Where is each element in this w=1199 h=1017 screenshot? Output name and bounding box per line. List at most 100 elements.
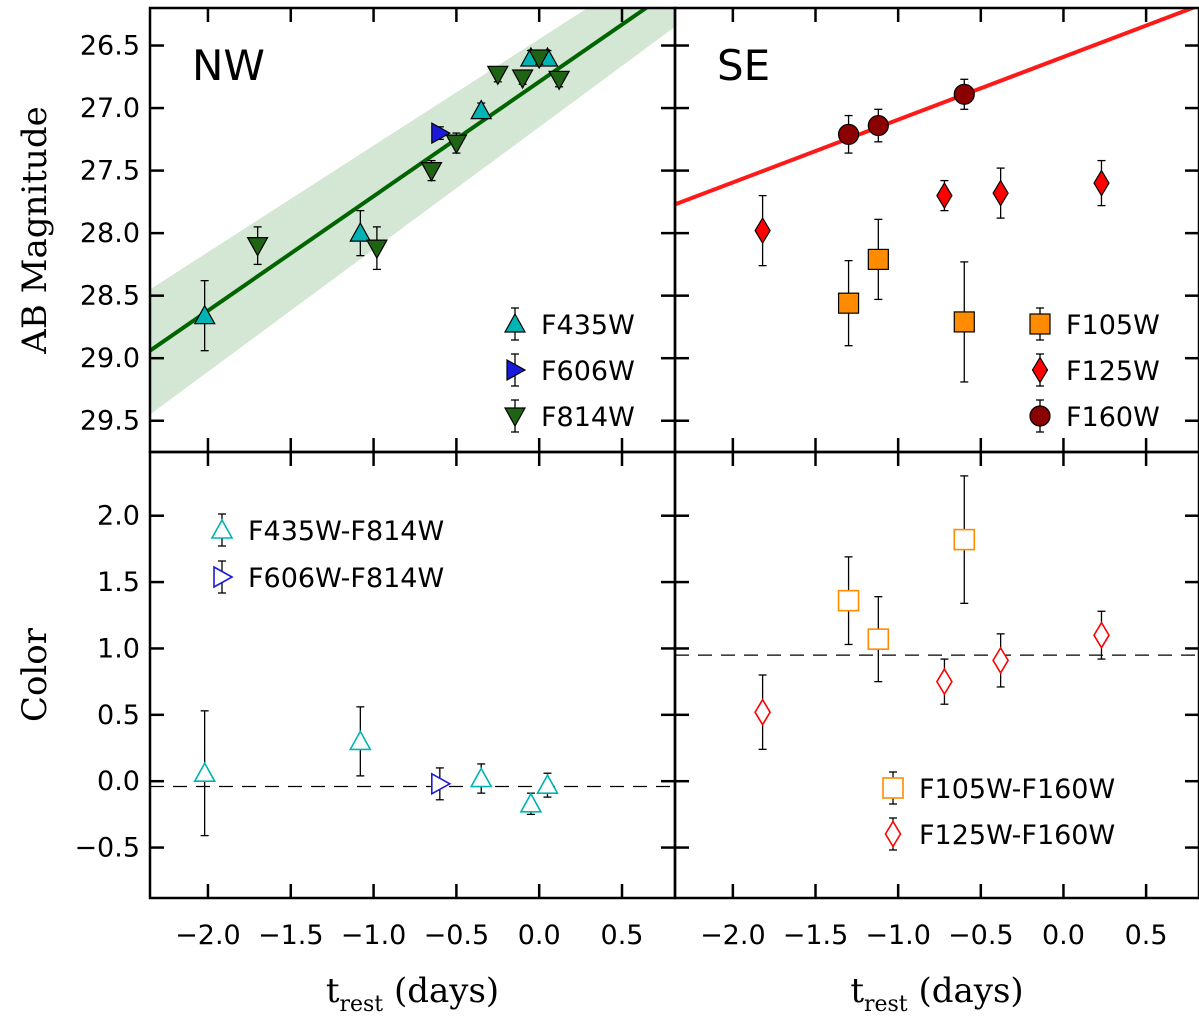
point-F125W-F160W-0 — [754, 698, 772, 727]
point-F105W-F160W-0 — [837, 589, 860, 612]
legend-F160W-marker — [1029, 405, 1051, 427]
y-axis-label: AB Magnitude — [15, 106, 55, 354]
point-F125W-F160W-1 — [935, 667, 953, 696]
point-F606W-0 — [431, 122, 452, 145]
series-F105W-F160W — [837, 475, 976, 683]
point-F125W-3 — [1093, 169, 1110, 197]
ytick-label: 27.5 — [80, 156, 140, 187]
xtick-label: 0.0 — [1042, 920, 1085, 951]
panel-nw-color: −0.5 0.0 0.5 1.0 1.5 2.0 −2.0 −1.5 −1.0 −0.5 0.0 0.… — [15, 450, 677, 1017]
xtick-label: −2.0 — [700, 920, 766, 951]
point-F125W-2 — [992, 179, 1009, 207]
point-F105W-0 — [837, 292, 860, 314]
legend-F435W-F814W-label: F435W-F814W — [248, 516, 444, 547]
panel-se-magnitude: SE F105W F125W F160W — [673, 6, 1199, 454]
legend: F105W F125W F160W — [1029, 307, 1160, 433]
xtick-label: 0.5 — [1125, 920, 1168, 951]
ytick-label: 29.5 — [80, 406, 140, 437]
point-F435W-1 — [349, 221, 372, 242]
point-F125W-1 — [936, 181, 953, 210]
plot-area — [150, 8, 675, 415]
legend-F606W-label: F606W — [541, 356, 635, 387]
point-F435W-F814W-1 — [348, 729, 372, 751]
legend-F105W-marker — [1029, 313, 1051, 335]
legend-F606W-F814W-label: F606W-F814W — [248, 563, 444, 594]
ytick-label: 28.5 — [80, 281, 140, 312]
ytick-label: 2.0 — [97, 501, 140, 532]
panel-title: SE — [717, 41, 770, 90]
ytick-label: 0.0 — [97, 766, 140, 797]
legend-F125W-F160W-label: F125W-F160W — [919, 820, 1115, 851]
legend-F814W-label: F814W — [541, 402, 635, 433]
y-axis-label: Color — [15, 627, 55, 722]
ytick-label: 28.0 — [80, 218, 140, 249]
panel-nw-magnitude: 26.5 27.0 27.5 28.0 28.5 29.0 29.5 NW AB Magnitu… — [15, 6, 677, 454]
point-F125W-F160W-3 — [1093, 621, 1110, 650]
point-F105W-2 — [953, 311, 975, 333]
legend-F105W-F160W-label: F105W-F160W — [919, 774, 1115, 805]
legend-F125W-marker — [1031, 356, 1049, 384]
series-F125W-F160W — [754, 610, 1110, 750]
point-F105W-F160W-2 — [953, 528, 976, 551]
point-F435W-F814W-2 — [469, 766, 493, 788]
point-F814W-7 — [548, 70, 571, 91]
point-F160W-2 — [953, 83, 975, 105]
point-F435W-F814W-3 — [519, 792, 543, 813]
fit-line — [150, 8, 650, 353]
panel-se-color: −2.0 −1.5 −1.0 −0.5 0.0 0.5 trest (days) F105W-… — [673, 450, 1199, 1017]
fit-confidence-band — [150, 8, 675, 415]
x-axis-label: trest (days) — [850, 971, 1023, 1017]
point-F435W-0 — [193, 304, 216, 325]
point-F435W-F814W-0 — [193, 761, 217, 783]
xtick-label: −0.5 — [948, 920, 1014, 951]
legend-F606W-marker — [506, 358, 527, 382]
series-F160W — [837, 78, 975, 154]
xtick-label: −1.5 — [783, 920, 849, 951]
panel-title: NW — [192, 41, 265, 90]
point-F814W-5 — [511, 69, 534, 90]
point-F105W-1 — [867, 248, 889, 270]
point-F814W-2 — [420, 162, 443, 182]
point-F814W-1 — [365, 239, 388, 260]
xtick-label: −1.5 — [258, 920, 324, 951]
plot-area — [675, 8, 1199, 383]
panel-frame — [673, 450, 1199, 900]
xtick-label: 0.5 — [601, 920, 644, 951]
legend-F435W-F814W-marker — [210, 518, 234, 539]
ytick-label: −0.5 — [74, 833, 140, 864]
xtick-label: −0.5 — [424, 920, 490, 951]
ytick-label: 26.5 — [80, 31, 140, 62]
point-F814W-0 — [246, 237, 269, 257]
legend-F125W-F160W-marker — [884, 819, 902, 849]
legend-F435W-marker — [503, 312, 527, 333]
x-axis-label-main: t — [850, 971, 864, 1011]
x-axis-label-sub: rest — [339, 992, 383, 1017]
x-axis-label-main: t — [326, 971, 340, 1011]
ytick-label: 1.5 — [97, 567, 140, 598]
xtick-label: −2.0 — [175, 920, 241, 951]
x-axis-label-sub: rest — [864, 992, 908, 1017]
legend: F435W F606W F814W — [503, 307, 635, 433]
legend-F105W-F160W-marker — [882, 777, 904, 799]
series-F105W — [837, 218, 975, 383]
plot-area — [150, 706, 675, 837]
x-axis-label: trest (days) — [326, 971, 499, 1017]
ytick-label: 0.5 — [97, 700, 140, 731]
ytick-label: 27.0 — [80, 93, 140, 124]
ytick-label: 29.0 — [80, 343, 140, 374]
legend: F105W-F160W F125W-F160W — [882, 771, 1115, 851]
point-F125W-F160W-2 — [992, 646, 1010, 675]
plot-area — [675, 475, 1199, 750]
point-F814W-4 — [486, 65, 509, 86]
xtick-label: −1.0 — [865, 920, 931, 951]
series-F125W — [754, 159, 1110, 267]
point-F160W-1 — [867, 114, 889, 137]
point-F105W-F160W-1 — [867, 628, 890, 650]
point-F160W-0 — [837, 123, 860, 145]
point-F814W-3 — [445, 134, 468, 155]
series-F606W-F814W — [430, 767, 452, 801]
series-F814W — [246, 49, 571, 271]
point-F435W-2 — [470, 99, 493, 120]
point-F606W-F814W-0 — [430, 772, 452, 796]
